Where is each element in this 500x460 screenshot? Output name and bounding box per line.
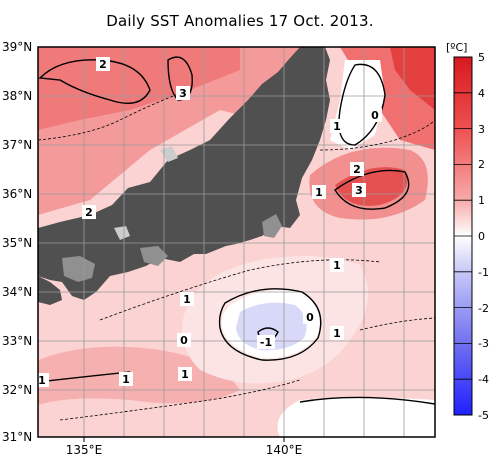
- contour-label: 1: [330, 258, 344, 272]
- land-honshu: [38, 47, 330, 300]
- warm-region-northeast-strong: [390, 47, 435, 110]
- contour-label: 2: [96, 57, 110, 71]
- contour-label: 2: [350, 162, 364, 176]
- land-noto-peninsula: [160, 146, 178, 162]
- contour-label: 1: [35, 373, 49, 387]
- contour-label: 3: [176, 86, 190, 100]
- contour-label: -1: [257, 335, 275, 349]
- longitude-label: 140°E: [265, 443, 303, 457]
- contour-label: 1: [178, 367, 192, 381]
- colorbar-tick-label: -4: [478, 373, 489, 386]
- land-awaji: [62, 256, 95, 282]
- land-ise-bay: [140, 246, 168, 266]
- latitude-label: 32°N: [2, 383, 33, 397]
- warm-band-south: [38, 346, 240, 405]
- colorbar-tick-label: 4: [478, 87, 485, 100]
- colorbar-tick-label: 2: [478, 158, 485, 171]
- svg-text:1: 1: [333, 120, 341, 133]
- colorbar-tick-label: 5: [478, 51, 485, 64]
- latitude-label: 36°N: [2, 187, 33, 201]
- longitude-label: 135°E: [65, 443, 103, 457]
- svg-text:3: 3: [355, 184, 363, 197]
- contour-label: 0: [368, 108, 382, 122]
- svg-text:0: 0: [371, 109, 379, 122]
- latitude-label: 34°N: [2, 285, 33, 299]
- contour-label: 1: [312, 185, 326, 199]
- colorbar-unit: [ºC]: [446, 41, 468, 54]
- land-tokyo-bay: [262, 214, 282, 238]
- svg-text:-1: -1: [260, 336, 272, 349]
- contour-lines-dashed: [38, 89, 435, 421]
- colorbar-tick-label: -5: [478, 409, 489, 422]
- colorbar-tick-label: -3: [478, 337, 489, 350]
- contour-label: 2: [82, 205, 96, 219]
- land-lake-biwa: [114, 226, 130, 240]
- axis-ticks: [83, 437, 285, 442]
- map-title: Daily SST Anomalies 17 Oct. 2013.: [106, 12, 374, 30]
- latitude-label: 39°N: [2, 40, 33, 54]
- svg-text:2: 2: [99, 58, 107, 71]
- svg-text:1: 1: [183, 293, 191, 306]
- svg-text:0: 0: [180, 334, 188, 347]
- contour-label: 1: [119, 372, 133, 386]
- latitude-label: 37°N: [2, 138, 33, 152]
- contour-label: 0: [303, 310, 317, 324]
- cold-eddy: [236, 302, 307, 351]
- contour-label: 3: [352, 183, 366, 197]
- contour-labels: 2 3 0 1 2 3 1 2 1 1 0 -1 0 1 1 1 1: [35, 57, 382, 387]
- colorbar-tick-label: -2: [478, 302, 489, 315]
- svg-text:0: 0: [306, 311, 314, 324]
- svg-text:1: 1: [333, 327, 341, 340]
- svg-text:3: 3: [179, 87, 187, 100]
- colorbar-tick-label: -1: [478, 266, 489, 279]
- latitude-label: 31°N: [2, 430, 33, 444]
- svg-text:1: 1: [122, 373, 130, 386]
- svg-text:1: 1: [38, 374, 46, 387]
- svg-text:1: 1: [315, 186, 323, 199]
- map-frame: [37, 46, 436, 438]
- land-shikoku: [38, 276, 62, 305]
- contour-label: 1: [330, 326, 344, 340]
- colorbar-tick-label: 0: [478, 230, 485, 243]
- contour-label: 1: [330, 119, 344, 133]
- svg-text:1: 1: [181, 368, 189, 381]
- colorbar-tick-label: 1: [478, 194, 485, 207]
- latitude-label: 33°N: [2, 334, 33, 348]
- colorbar: [453, 56, 473, 416]
- latitude-label: 35°N: [2, 236, 33, 250]
- colorbar-tick-label: 3: [478, 123, 485, 136]
- svg-text:1: 1: [333, 259, 341, 272]
- svg-text:2: 2: [85, 206, 93, 219]
- svg-text:2: 2: [353, 163, 361, 176]
- latitude-label: 38°N: [2, 89, 33, 103]
- neutral-region-southeast: [277, 397, 435, 437]
- contour-label: 0: [177, 333, 191, 347]
- contour-label: 1: [180, 292, 194, 306]
